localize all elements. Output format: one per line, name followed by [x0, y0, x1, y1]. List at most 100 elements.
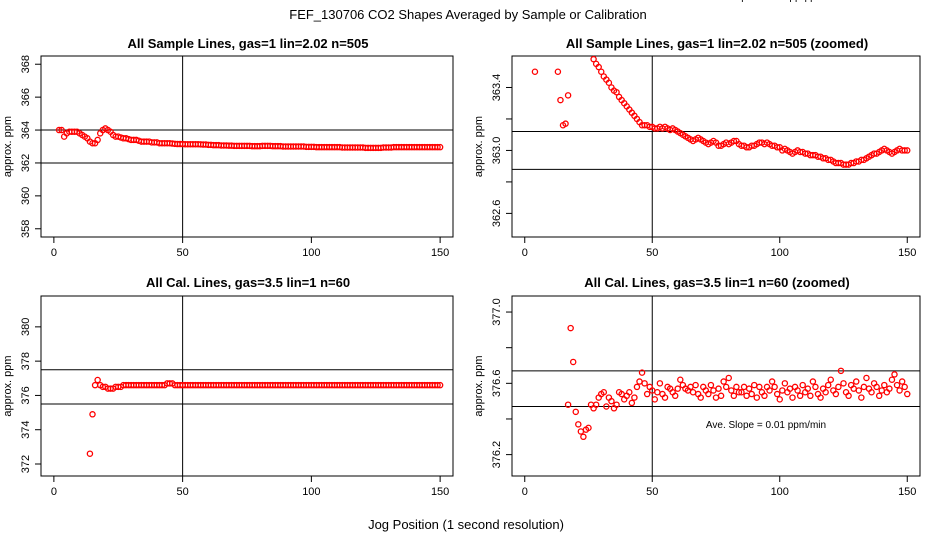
data-point [781, 380, 789, 387]
data-point [608, 397, 615, 405]
chart-panel-sample: All Sample Lines, gas=1 lin=2.02 n=505 0… [2, 36, 454, 259]
data-point [572, 408, 580, 416]
data-point [845, 392, 852, 400]
x-tick-label: 150 [898, 247, 916, 259]
data-point [562, 120, 569, 127]
x-tick-label: 100 [302, 486, 320, 498]
data-point [628, 399, 636, 407]
y-tick-label: 368 [20, 55, 32, 73]
data-point [753, 394, 761, 401]
y-axis-label: approx. ppm [473, 355, 485, 416]
data-point [613, 401, 620, 408]
chart-panel-cal: All Cal. Lines, gas=3.5 lin=1 n=60 0 50 10… [2, 275, 454, 498]
data-point [766, 387, 773, 394]
x-tick-label: 50 [646, 486, 658, 498]
data-point [631, 394, 638, 401]
data-point [707, 381, 715, 389]
data-point [598, 68, 605, 75]
data-point [824, 381, 832, 389]
data-point [761, 392, 768, 400]
data-point [904, 390, 911, 398]
data-point [636, 378, 643, 385]
data-point [715, 385, 722, 392]
x-tick-label: 100 [771, 247, 789, 259]
data-point [689, 388, 697, 396]
data-point [564, 92, 572, 99]
y-axis-label: approx. ppm [2, 116, 14, 177]
data-point [875, 392, 883, 400]
data-point [891, 371, 898, 378]
figure-title: FEF_130706 CO2 Shapes Averaged by Sample… [289, 7, 646, 22]
data-point [898, 378, 906, 385]
data-point [776, 396, 784, 403]
x-tick-label: 0 [522, 486, 528, 498]
figure-xlabel: Jog Position (1 second resolution) [368, 517, 564, 532]
data-point [860, 383, 868, 391]
y-axis-label: approx. ppm [2, 355, 14, 416]
data-point [822, 388, 829, 396]
data-point [697, 394, 704, 401]
data-point [796, 392, 804, 400]
x-tick-label: 100 [771, 486, 789, 498]
data-point [748, 390, 755, 398]
data-point [756, 383, 763, 391]
data-point [888, 376, 896, 384]
data-point [863, 374, 870, 382]
y-tick-label: 376.6 [491, 370, 503, 398]
data-point [773, 390, 781, 398]
data-point [633, 383, 641, 391]
data-point [577, 428, 585, 435]
data-point [837, 367, 845, 375]
x-tick-label: 0 [51, 486, 57, 498]
data-point [692, 381, 699, 389]
data-point [720, 378, 727, 385]
chart-title: All Cal. Lines, gas=3.5 lin=1 n=60 [146, 275, 350, 290]
x-tick-label: 50 [646, 247, 658, 259]
data-point [710, 387, 717, 394]
data-point [717, 392, 725, 400]
data-point [807, 392, 814, 400]
y-tick-label: 364 [20, 121, 32, 139]
y-tick-label: 363.0 [491, 137, 503, 165]
data-point [730, 392, 738, 400]
annotation: Ave. Slope = 0.01 ppm/min [706, 420, 826, 431]
chart-title: All Sample Lines, gas=1 lin=2.02 n=505 [128, 36, 369, 51]
data-point [840, 380, 847, 387]
data-point [904, 147, 911, 154]
data-point [671, 392, 679, 400]
data-point [705, 390, 712, 398]
data-point [94, 376, 101, 384]
y-tick-label: 362.6 [491, 200, 503, 228]
x-tick-label: 50 [177, 247, 189, 259]
data-point [868, 388, 875, 396]
data-point [725, 374, 733, 382]
data-point [773, 144, 781, 151]
data-point [605, 79, 613, 87]
data-point [789, 394, 796, 401]
y-tick-label: 362 [20, 154, 32, 172]
data-point [89, 411, 96, 418]
data-point [677, 376, 684, 384]
data-point [722, 383, 730, 391]
data-point [827, 376, 835, 384]
data-point [735, 388, 743, 396]
data-point [768, 378, 776, 385]
y-tick-label: 363.4 [491, 74, 503, 102]
x-tick-label: 0 [522, 247, 528, 259]
y-tick-label: 376.2 [491, 441, 503, 469]
x-tick-label: 150 [898, 486, 916, 498]
data-point [733, 383, 740, 391]
data-point [855, 387, 863, 394]
chart-panel-cal-zoomed: All Cal. Lines, gas=3.5 lin=1 n=60 (zoom… [473, 275, 921, 498]
data-point [436, 381, 444, 389]
data-point [804, 385, 812, 392]
data-point [434, 143, 441, 151]
y-tick-label: 366 [20, 88, 32, 106]
data-point [893, 381, 901, 389]
data-point [564, 401, 572, 408]
data-point [641, 380, 648, 387]
data-point [654, 388, 661, 396]
annotation: Ave. Slope = -0.13 ppm/min [704, 0, 828, 3]
data-point [878, 387, 886, 394]
